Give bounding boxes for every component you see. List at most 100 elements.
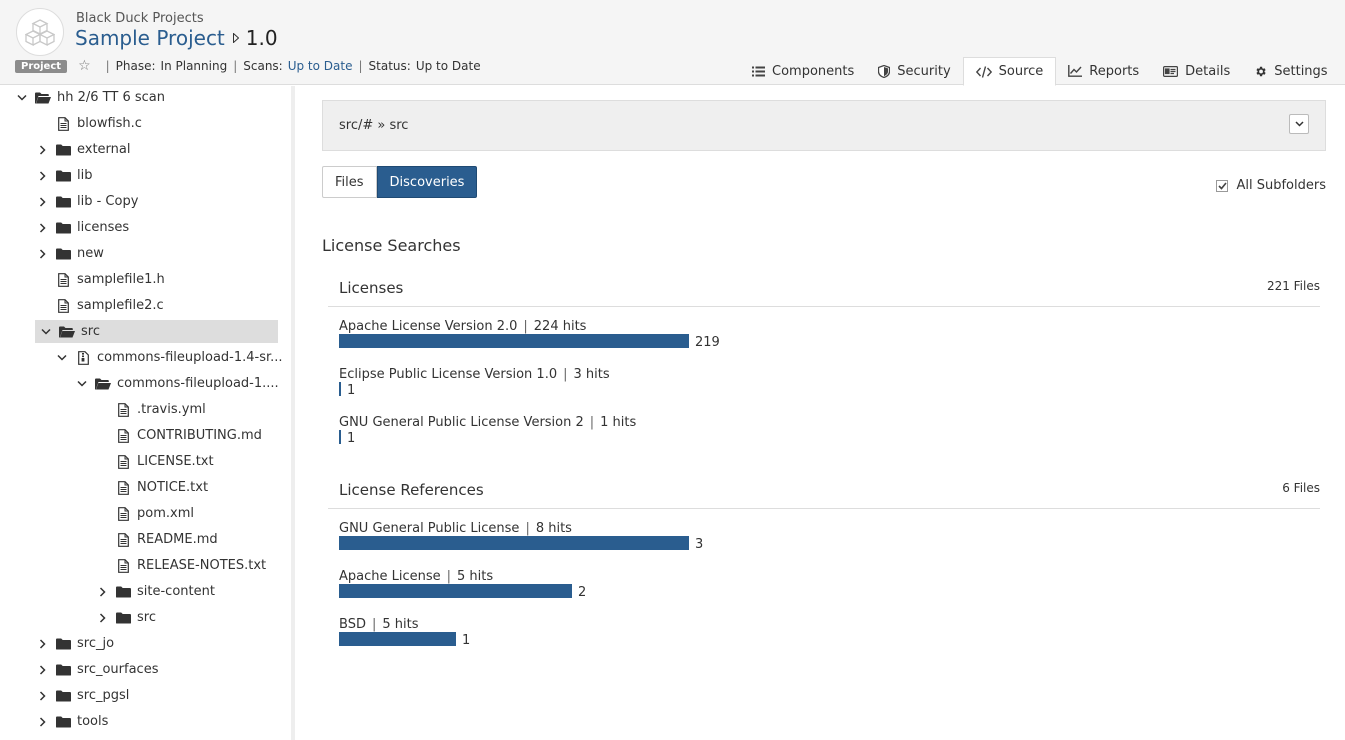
tree-toggle[interactable] (55, 354, 69, 361)
tree-node-label: samplefile2.c (77, 298, 164, 313)
tree-toggle[interactable] (95, 612, 109, 623)
tree-node-icon (115, 402, 131, 417)
tree-node[interactable]: lib - Copy (35, 190, 138, 213)
tree-node[interactable]: CONTRIBUTING.md (95, 424, 262, 447)
tree-toggle[interactable] (35, 170, 49, 181)
tree-toggle[interactable] (35, 638, 49, 649)
tree-node-icon (55, 170, 71, 182)
version-name[interactable]: 1.0 (245, 26, 278, 50)
tree-node[interactable]: new (35, 242, 104, 265)
license-hits: 5 hits (457, 569, 494, 584)
tree-node[interactable]: README.md (95, 528, 218, 551)
tree-toggle[interactable] (35, 664, 49, 675)
scans-value-link[interactable]: Up to Date (287, 59, 353, 73)
tree-node[interactable]: src_ourfaces (35, 658, 158, 681)
project-avatar (16, 8, 64, 56)
tree-node[interactable]: src (35, 320, 278, 343)
tree-node[interactable]: commons-fileupload-1.4-sr... (55, 346, 283, 369)
tree-toggle[interactable] (35, 248, 49, 259)
folder-icon (55, 144, 71, 155)
tree-node-label: NOTICE.txt (137, 480, 209, 495)
tree-node[interactable]: hh 2/6 TT 6 scan (15, 86, 165, 109)
chevron-right-icon (39, 638, 46, 649)
tree-node[interactable]: LICENSE.txt (95, 450, 214, 473)
tree-node[interactable]: site-content (95, 580, 215, 603)
tree-toggle[interactable] (35, 196, 49, 207)
tab-label: Details (1185, 63, 1231, 79)
files-button[interactable]: Files (322, 166, 377, 198)
tree-node[interactable]: .travis.yml (95, 398, 206, 421)
license-hit-bar[interactable] (339, 430, 341, 444)
tree-toggle[interactable] (35, 716, 49, 727)
all-subfolders-checkbox[interactable] (1216, 179, 1229, 192)
tree-node-icon (115, 558, 131, 573)
version-tabs: Components Security Source Reports Detai… (740, 57, 1340, 86)
caret-right-icon (232, 33, 239, 43)
tree-toggle[interactable] (35, 144, 49, 155)
tab-components[interactable]: Components (740, 57, 866, 85)
tree-node[interactable]: blowfish.c (35, 112, 142, 135)
tree-toggle[interactable] (39, 328, 53, 335)
tab-label: Security (897, 63, 951, 79)
license-hit-bar[interactable] (339, 536, 689, 550)
tree-node[interactable]: pom.xml (95, 502, 194, 525)
tree-node[interactable]: NOTICE.txt (95, 476, 208, 499)
tab-details[interactable]: Details (1151, 57, 1242, 85)
star-icon[interactable]: ☆ (78, 58, 91, 74)
tree-node-icon (115, 586, 131, 598)
tree-node[interactable]: src (95, 606, 156, 629)
license-row-label[interactable]: GNU General Public License Version 2 | 1 h… (339, 415, 636, 430)
license-row-label[interactable]: Apache License Version 2.0 | 224 hits (339, 319, 586, 334)
license-row-label[interactable]: GNU General Public License | 8 hits (339, 521, 572, 536)
tree-node[interactable]: RELEASE-NOTES.txt (95, 554, 266, 577)
status-label: Status: (368, 59, 411, 73)
tab-reports[interactable]: Reports (1056, 57, 1151, 85)
tree-toggle[interactable] (75, 380, 89, 387)
tree-node-icon (115, 428, 131, 443)
discoveries-button[interactable]: Discoveries (376, 166, 478, 198)
project-name[interactable]: Sample Project (75, 26, 225, 50)
license-row-label[interactable]: BSD | 5 hits (339, 617, 418, 632)
tree-node[interactable]: samplefile1.h (35, 268, 165, 291)
tree-node[interactable]: licenses (35, 216, 129, 239)
phase-label: Phase: (115, 59, 156, 73)
license-hit-bar[interactable] (339, 334, 689, 348)
license-hit-bar[interactable] (339, 632, 456, 646)
tree-node-label: RELEASE-NOTES.txt (137, 558, 267, 573)
tree-node[interactable]: src_pgsl (35, 684, 129, 707)
license-name: Apache License (339, 569, 441, 584)
section-title: License Searches (322, 236, 461, 255)
folder-icon (55, 222, 71, 233)
tree-toggle[interactable] (95, 586, 109, 597)
tree-node[interactable]: lib (35, 164, 92, 187)
tree-node-label: site-content (137, 584, 215, 599)
tree-toggle[interactable] (15, 94, 29, 101)
org-breadcrumb[interactable]: Black Duck Projects (76, 11, 204, 26)
path-dropdown-button[interactable] (1289, 114, 1309, 134)
all-subfolders-label: All Subfolders (1236, 178, 1326, 193)
tree-node[interactable]: external (35, 138, 131, 161)
tree-toggle[interactable] (35, 690, 49, 701)
divider: | (358, 59, 363, 73)
tree-node-label: commons-fileupload-1.... (117, 376, 279, 391)
file-icon (117, 506, 129, 521)
file-icon (117, 402, 129, 417)
tree-node[interactable]: src_jo (35, 632, 114, 655)
tree-node[interactable]: samplefile2.c (35, 294, 164, 317)
tree-node[interactable]: tools (35, 710, 108, 733)
tree-node-label: pom.xml (137, 506, 194, 521)
chevron-down-icon (77, 380, 87, 387)
license-row-label[interactable]: Eclipse Public License Version 1.0 | 3 hit… (339, 367, 610, 382)
license-hit-bar[interactable] (339, 584, 572, 598)
license-hit-bar[interactable] (339, 382, 341, 396)
tab-settings[interactable]: Settings (1242, 57, 1339, 85)
tree-node-icon (55, 222, 71, 234)
tree-toggle[interactable] (35, 222, 49, 233)
tab-security[interactable]: Security (866, 57, 962, 85)
tree-node[interactable]: commons-fileupload-1.... (75, 372, 279, 395)
license-row-label[interactable]: Apache License | 5 hits (339, 569, 493, 584)
tree-node-label: src (81, 324, 100, 339)
tab-source[interactable]: Source (962, 57, 1057, 86)
all-subfolders-toggle[interactable]: All Subfolders (1216, 178, 1326, 193)
divider: | (446, 569, 452, 584)
